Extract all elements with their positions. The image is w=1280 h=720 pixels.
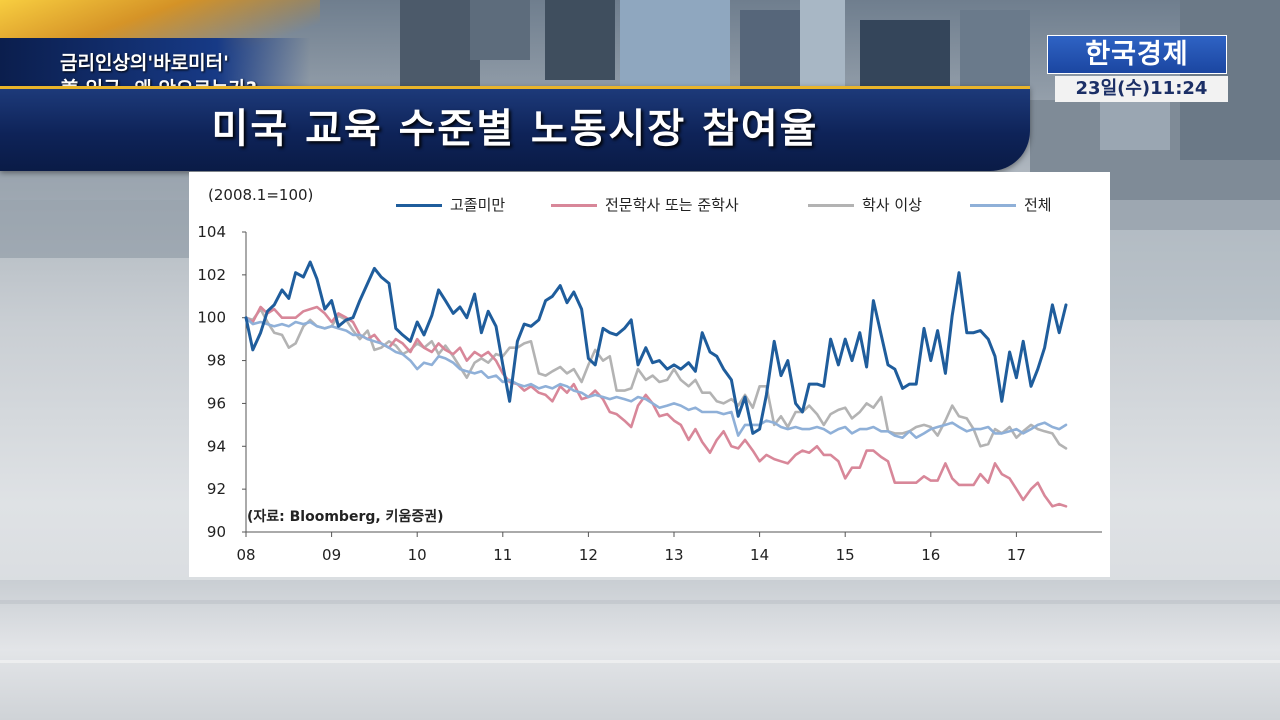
chart-panel (189, 172, 1110, 577)
y-tick-label: 104 (197, 223, 226, 241)
x-tick-label: 10 (408, 546, 427, 564)
broadcast-time: 23일(수)11:24 (1055, 76, 1228, 102)
legend-swatch-series-1 (396, 204, 442, 207)
y-tick-label: 102 (197, 266, 226, 284)
y-tick-label: 98 (207, 352, 226, 370)
legend-swatch-series-3 (808, 204, 854, 207)
y-tick-label: 94 (207, 437, 226, 455)
chart-source-note: (자료: Bloomberg, 키움증권) (247, 509, 444, 525)
y-tick-label: 96 (207, 394, 226, 412)
legend-item-series-3: 학사 이상 (808, 194, 922, 215)
x-tick-label: 16 (921, 546, 940, 564)
chart-axes: 90 92 94 96 98 100 102 104 08 09 10 11 12 13 14 15 16 17 (197, 223, 1102, 564)
chart-title: 미국 교육 수준별 노동시장 참여율 (211, 106, 819, 152)
x-tick-label: 15 (836, 546, 855, 564)
series-line-4 (244, 316, 1068, 440)
title-bar (0, 86, 1030, 171)
x-tick-label: 17 (1007, 546, 1026, 564)
chart-lines (244, 260, 1068, 508)
program-title-line-1: 금리인상의'바로미터' (60, 52, 229, 74)
channel-logo: 한국경제 (1047, 35, 1227, 74)
legend-swatch-series-2 (551, 204, 597, 207)
y-tick-label: 90 (207, 523, 226, 541)
legend-item-series-2: 전문학사 또는 준학사 (551, 194, 739, 215)
series-line-3 (244, 307, 1068, 450)
legend-swatch-series-4 (970, 204, 1016, 207)
x-tick-label: 14 (750, 546, 769, 564)
y-tick-label: 92 (207, 480, 226, 498)
chart-base-note: (2008.1=100) (208, 186, 314, 204)
x-tick-label: 09 (322, 546, 341, 564)
x-tick-label: 08 (236, 546, 255, 564)
series-line-1 (244, 260, 1068, 435)
legend-item-series-4: 전체 (970, 194, 1052, 215)
x-tick-label: 12 (579, 546, 598, 564)
x-tick-label: 11 (493, 546, 512, 564)
x-tick-label: 13 (664, 546, 683, 564)
legend-label-series-1: 고졸미만 (450, 196, 506, 214)
legend-item-series-1: 고졸미만 (396, 194, 505, 215)
legend-label-series-3: 학사 이상 (862, 196, 922, 214)
legend-label-series-4: 전체 (1024, 196, 1052, 214)
y-tick-label: 100 (197, 309, 226, 327)
legend-label-series-2: 전문학사 또는 준학사 (605, 196, 739, 214)
